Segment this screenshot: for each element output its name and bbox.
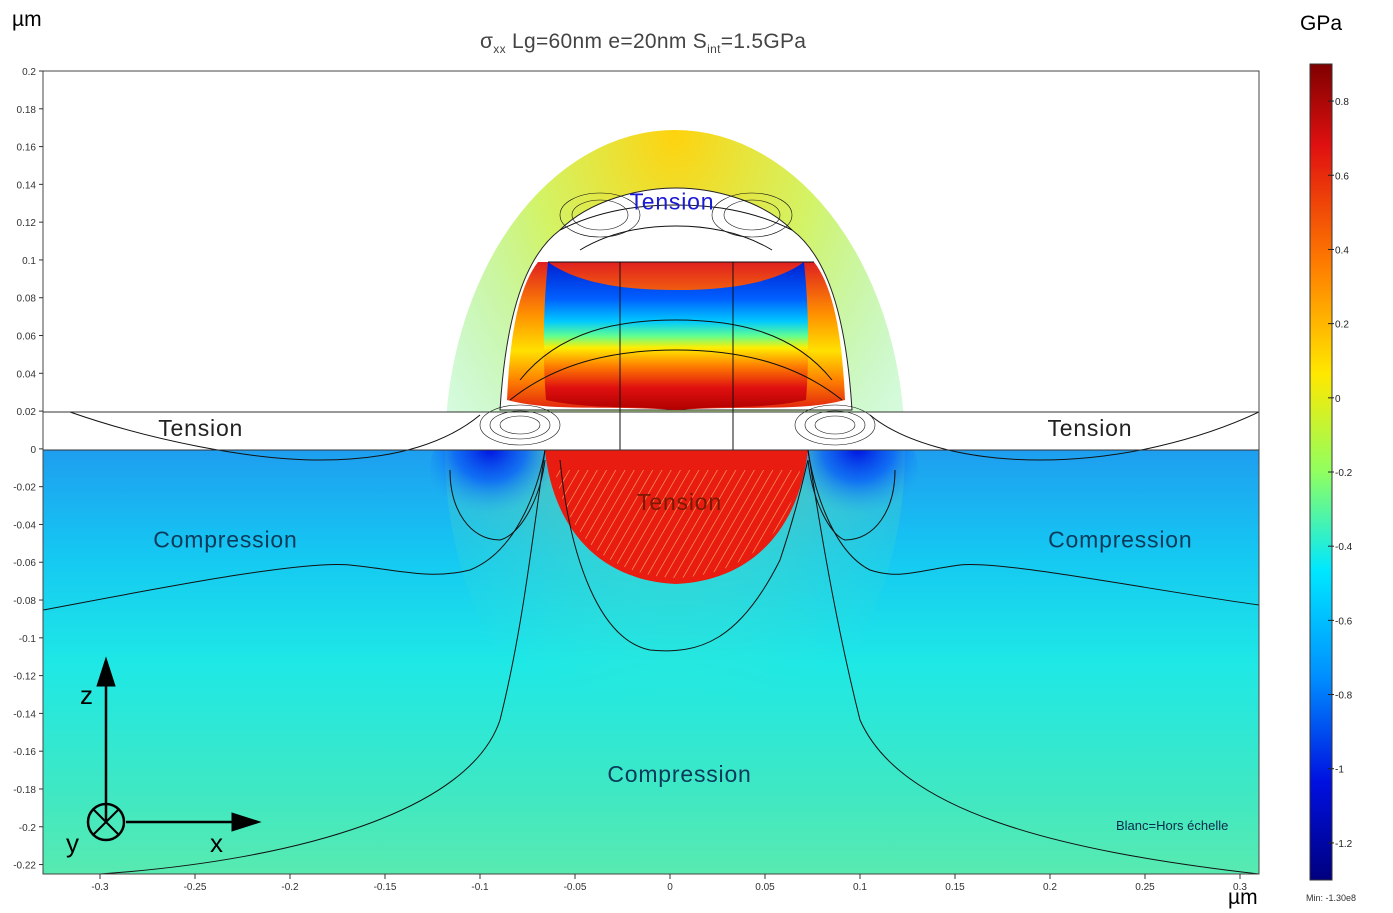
colorbar-tick-label: -1.2	[1335, 839, 1353, 850]
title-s-sub: int	[707, 42, 721, 57]
x-tick-label: -0.3	[91, 882, 109, 893]
x-tick-label: 0.25	[1135, 882, 1155, 893]
y-tick-label: 0.18	[17, 105, 37, 116]
title-part1: Lg=60nm e=20nm S	[505, 30, 708, 53]
x-axis: -0.3 -0.25 -0.2 -0.15 -0.1 -0.05 0 0.05 0.1 0.15 0…	[91, 874, 1247, 893]
colorbar-tick-label: -1	[1335, 765, 1344, 776]
x-tick-label: -0.25	[184, 882, 207, 893]
x-tick-label: 0.15	[945, 882, 965, 893]
x-tick-label: 0.1	[853, 882, 867, 893]
region-annotation: Compression	[607, 761, 751, 787]
y-tick-label: 0.08	[17, 294, 37, 305]
x-tick-label: -0.2	[281, 882, 299, 893]
x-tick-label: 0.2	[1043, 882, 1057, 893]
region-annotation: Tension	[158, 415, 243, 441]
y-tick-label: 0.14	[17, 180, 37, 191]
axes-glyph	[86, 656, 262, 842]
colorbar-tick-label: 0.4	[1335, 245, 1349, 256]
y-tick-label: -0.12	[13, 672, 36, 683]
region-annotation: Tension	[629, 188, 714, 214]
x-unit-label: µm	[1228, 886, 1258, 909]
colorbar-tick-label: 0	[1335, 394, 1341, 405]
y-tick-label: 0.1	[22, 256, 36, 267]
chart-title: σxx Lg=60nm e=20nm Sint=1.5GPa	[480, 30, 806, 56]
y-axis: 0.2 0.18 0.16 0.14 0.12 0.1 0.08 0.06 0.04 0.02 0 -…	[13, 67, 43, 872]
plot-frame	[42, 70, 1260, 875]
region-annotation: Tension	[1047, 415, 1132, 441]
colorbar-tick-label: 0.6	[1335, 171, 1349, 182]
gate-fill	[543, 262, 809, 410]
y-tick-label: 0.06	[17, 332, 37, 343]
x-arrow-head	[231, 812, 262, 832]
colorbar-tick-label: -0.6	[1335, 616, 1353, 627]
y-tick-label: 0	[30, 445, 36, 456]
y-tick-label: 0.04	[17, 369, 37, 380]
y-tick-label: -0.2	[19, 823, 37, 834]
colorbar-min-label: Min: -1.30e8	[1306, 893, 1356, 903]
region-annotation: Tension	[637, 489, 722, 515]
y-tick-label: -0.02	[13, 483, 36, 494]
colorbar-tick-label: 0.2	[1335, 320, 1349, 331]
channel-hatch	[555, 470, 800, 578]
x-axis-letter: x	[210, 828, 223, 858]
x-tick-label: 0	[667, 882, 673, 893]
y-axis-letter: y	[66, 828, 79, 858]
y-tick-label: 0.02	[17, 407, 37, 418]
z-arrow-head	[96, 656, 116, 687]
title-sigma: σ	[480, 30, 494, 53]
x-tick-label: -0.1	[471, 882, 489, 893]
colorbar-tick-label: -0.8	[1335, 691, 1353, 702]
field-map	[43, 130, 1259, 874]
x-tick-label: 0.05	[755, 882, 775, 893]
colorbar-unit-label: GPa	[1300, 12, 1343, 35]
surface-layer	[43, 412, 1259, 450]
colorbar-tick-label: -0.4	[1335, 542, 1353, 553]
y-tick-label: 0.12	[17, 218, 37, 229]
y-tick-label: -0.04	[13, 520, 36, 531]
z-axis-label: z	[80, 680, 93, 710]
x-tick-label: -0.15	[374, 882, 397, 893]
out-of-range-note: Blanc=Hors échelle	[1116, 818, 1228, 833]
y-tick-label: -0.1	[19, 634, 37, 645]
title-part2: =1.5GPa	[720, 30, 807, 53]
y-tick-label: -0.06	[13, 558, 36, 569]
region-annotation: Compression	[1048, 527, 1192, 553]
y-tick-label: 0.2	[22, 67, 36, 78]
x-tick-label: 0.3	[1233, 882, 1247, 893]
y-tick-label: -0.08	[13, 596, 36, 607]
y-tick-label: -0.22	[13, 861, 36, 872]
x-tick-label: -0.05	[564, 882, 587, 893]
region-annotation: Compression	[153, 527, 297, 553]
y-tick-label: 0.16	[17, 143, 37, 154]
title-sigma-sub: xx	[493, 42, 506, 57]
y-unit-label: µm	[12, 8, 42, 31]
colorbar-ticks: 0.8 0.6 0.4 0.2 0 -0.2 -0.4 -0.6 -0.8 -1 -1.2	[1328, 97, 1353, 850]
contour-lines	[43, 204, 1259, 874]
y-tick-label: -0.14	[13, 709, 36, 720]
colorbar-tick-label: 0.8	[1335, 97, 1349, 108]
annotations: Tension Tension Tension Tension Compression C…	[153, 188, 1192, 787]
contour-clusters	[479, 192, 876, 446]
y-out-of-page-icon	[86, 802, 126, 842]
y-tick-label: -0.18	[13, 785, 36, 796]
y-tick-label: -0.16	[13, 747, 36, 758]
colorbar-tick-label: -0.2	[1335, 468, 1353, 479]
